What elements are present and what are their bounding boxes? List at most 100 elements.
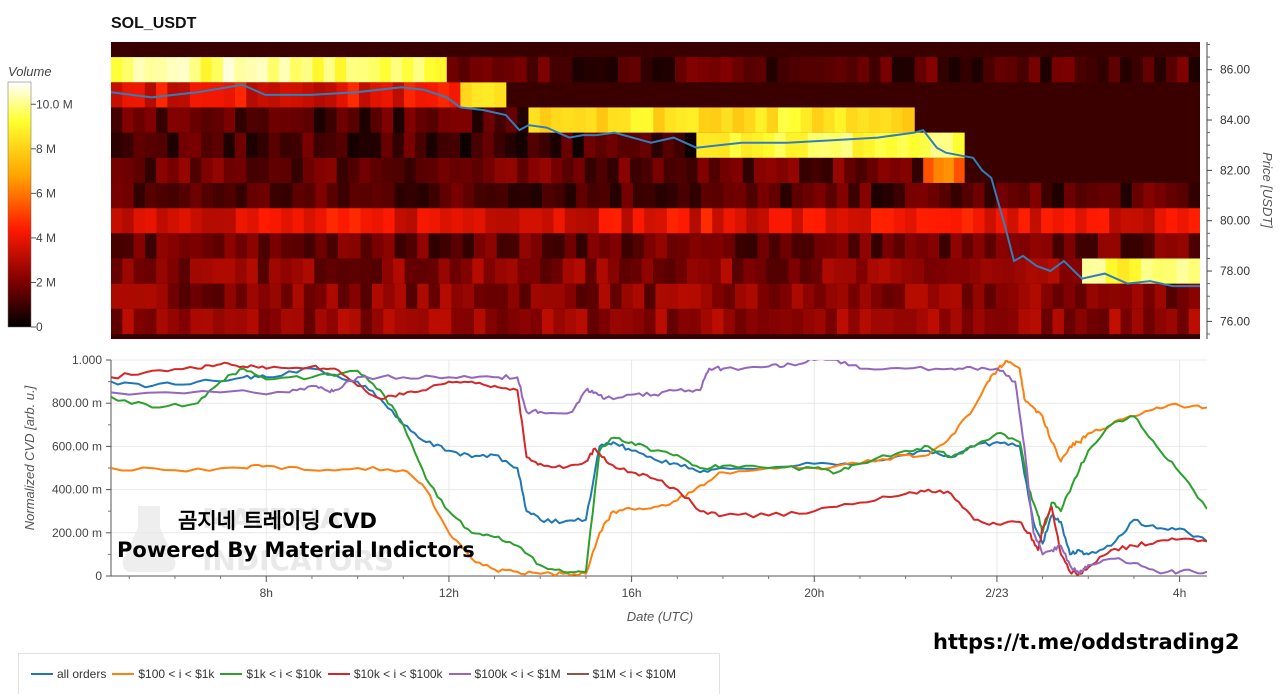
heatmap-cell xyxy=(866,157,879,183)
heatmap-cell xyxy=(519,308,532,334)
heatmap-cell xyxy=(757,233,770,259)
heatmap-cell xyxy=(519,182,532,209)
heatmap-cell xyxy=(1063,233,1076,259)
heatmap-cell xyxy=(246,107,259,133)
heatmap-cell xyxy=(381,132,394,158)
heatmap-cell xyxy=(841,132,854,158)
heatmap-cell xyxy=(757,208,770,234)
heatmap-cell xyxy=(644,182,657,209)
heatmap-cell xyxy=(791,208,804,234)
heatmap-cell xyxy=(280,157,293,183)
heatmap-cell xyxy=(494,258,507,284)
heatmap-cell xyxy=(519,283,532,309)
heatmap-cell xyxy=(1177,283,1190,309)
heatmap-cell xyxy=(290,57,302,83)
legend-swatch xyxy=(31,673,53,675)
heatmap-cell xyxy=(530,283,543,309)
heatmap-cell xyxy=(247,208,260,234)
heatmap-cell xyxy=(549,57,562,83)
telegram-link[interactable]: https://t.me/oddstrading2 xyxy=(933,630,1240,654)
heatmap-cell xyxy=(291,258,304,284)
legend-item[interactable]: $1M < i < $10M xyxy=(566,667,676,681)
heatmap-cell xyxy=(666,233,679,259)
heatmap-cell xyxy=(700,233,713,259)
heatmap-cell xyxy=(869,57,882,83)
heatmap-cell xyxy=(814,283,827,309)
heatmap-cell xyxy=(844,157,857,183)
price-tick-label: 78.00 xyxy=(1220,264,1250,278)
heatmap-cell xyxy=(732,57,745,83)
heatmap-cell xyxy=(891,57,904,83)
y-tick-label: 1.000 xyxy=(72,353,102,367)
cvd-line-chart[interactable]: 0 200.00 m 400.00 m 600.00 m 800.00 m 1.000 8h… xyxy=(22,353,1207,624)
heatmap-cell xyxy=(743,107,756,133)
heatmap-cell xyxy=(1036,258,1049,284)
heatmap-cell xyxy=(553,308,566,334)
heatmap-cell xyxy=(814,208,827,234)
heatmap-cell xyxy=(201,233,214,259)
heatmap-cell xyxy=(122,182,135,209)
heatmap-cell xyxy=(1165,182,1178,209)
heatmap-cell xyxy=(1143,308,1156,334)
heatmap-cell xyxy=(156,233,169,259)
legend-item[interactable]: $100 < i < $1k xyxy=(112,667,214,681)
heatmap-cell xyxy=(621,208,634,234)
heatmap-cell xyxy=(483,258,496,284)
heatmap-cell xyxy=(190,233,203,259)
heatmap-cell xyxy=(325,157,338,183)
heatmap-cell xyxy=(451,233,464,259)
heatmap-cell xyxy=(516,132,529,158)
heatmap-cell xyxy=(472,258,485,284)
heatmap-cell xyxy=(1052,208,1065,234)
heatmap-cell xyxy=(777,258,790,284)
heatmap-cell xyxy=(971,57,984,83)
heatmap-cell xyxy=(258,308,271,334)
legend-item[interactable]: $100k < i < $1M xyxy=(448,667,561,681)
heatmap-cell xyxy=(1154,308,1167,334)
heatmap-cell xyxy=(765,258,778,284)
heatmap-cell xyxy=(973,308,986,334)
heatmap-cell xyxy=(268,107,281,133)
heatmap-cell xyxy=(686,258,699,284)
heatmap-cell xyxy=(485,208,498,234)
heatmap-cell xyxy=(848,208,861,234)
heatmap-cell xyxy=(1097,208,1110,234)
heatmap-cell xyxy=(257,258,270,284)
legend-item[interactable]: $1k < i < $10k xyxy=(220,667,322,681)
heatmap-cell xyxy=(700,308,713,334)
cvd-series-group xyxy=(111,360,1207,576)
heatmap-cell xyxy=(607,107,620,133)
heatmap-cell xyxy=(848,233,861,259)
heatmap-cell xyxy=(644,283,657,309)
heatmap-cell xyxy=(347,107,360,133)
legend-item[interactable]: all orders xyxy=(31,667,106,681)
heatmap-cell xyxy=(462,233,475,259)
heatmap-cell xyxy=(689,233,702,259)
heatmap-cell xyxy=(189,132,202,158)
heatmap-cell xyxy=(768,233,781,259)
heatmap-cell xyxy=(359,258,372,284)
heatmap-cell xyxy=(223,258,236,284)
heatmap-cell xyxy=(235,308,248,334)
heatmap-cell xyxy=(178,132,191,158)
liquidity-heatmap[interactable]: 76.00 78.00 80.00 82.00 84.00 86.00 Price [USD… xyxy=(111,42,1275,339)
heatmap-cell xyxy=(628,132,641,158)
heatmap-cell xyxy=(336,157,349,183)
heatmap-cell xyxy=(451,182,464,209)
heatmap-cell xyxy=(360,208,373,234)
legend-item[interactable]: $10k < i < $100k xyxy=(327,667,443,681)
heatmap-cell xyxy=(991,258,1004,284)
heatmap-cell xyxy=(496,233,509,259)
heatmap-cell xyxy=(821,157,834,183)
heatmap-cell xyxy=(178,57,190,83)
heatmap-cell xyxy=(394,233,407,259)
heatmap-cell xyxy=(1165,308,1178,334)
heatmap-cell xyxy=(1176,258,1189,284)
heatmap-cell xyxy=(723,208,736,234)
heatmap-cell xyxy=(303,233,316,259)
heatmap-cell xyxy=(673,132,686,158)
chart-title: SOL_USDT xyxy=(111,15,197,32)
heatmap-cell xyxy=(1120,182,1133,209)
heatmap-cell xyxy=(1018,233,1031,259)
